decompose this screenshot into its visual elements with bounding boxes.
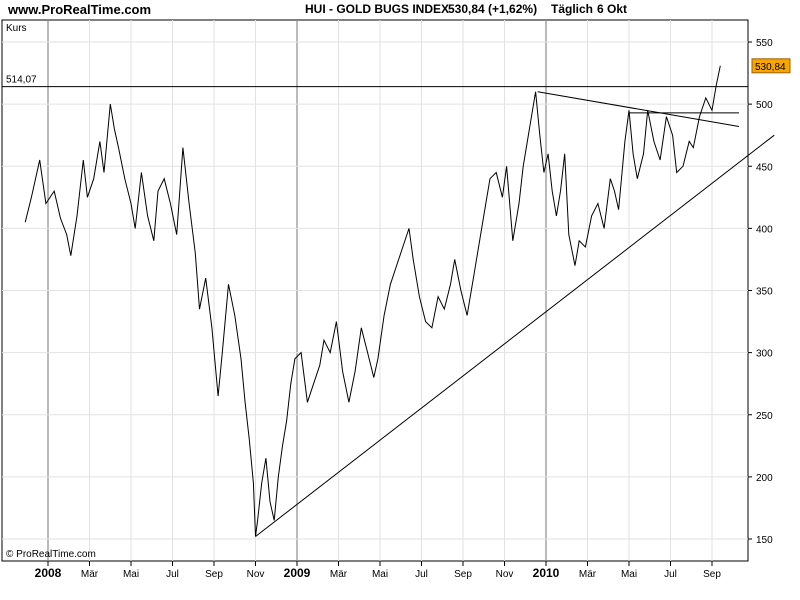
x-tick-label: Jul <box>166 569 179 580</box>
y-tick-label: 250 <box>756 411 773 422</box>
trendline-descending-resistance <box>537 91 740 127</box>
site-url[interactable]: www.ProRealTime.com <box>8 2 152 17</box>
price-change: 530,84 (+1,62%) <box>448 2 538 16</box>
resistance-label: 514,07 <box>6 75 37 86</box>
y-tick-label: 450 <box>756 162 773 173</box>
index-name: HUI - GOLD BUGS INDEX <box>305 2 450 16</box>
x-tick-label: Mär <box>579 569 597 580</box>
price-series-line <box>24 65 721 537</box>
x-tick-label: Jul <box>664 569 677 580</box>
x-tick-label: Nov <box>496 569 514 580</box>
y-axis: 150 200 250 300 350 400 450 500 550 <box>748 38 773 546</box>
period-label: Täglich <box>551 2 594 16</box>
x-tick-label: Nov <box>247 569 265 580</box>
x-tick-label: Mär <box>81 569 99 580</box>
x-tick-label: Sep <box>205 569 223 580</box>
date-label: 6 Okt <box>597 2 628 16</box>
current-price-label: 530,84 <box>755 62 786 73</box>
y-tick-label: 300 <box>756 349 773 360</box>
y-tick-label: 500 <box>756 100 773 111</box>
x-tick-label: 2010 <box>533 566 560 580</box>
y-tick-label: 150 <box>756 535 773 546</box>
y-tick-label: 550 <box>756 38 773 49</box>
current-price-badge <box>751 58 791 74</box>
x-tick-label: Sep <box>703 569 721 580</box>
x-tick-label: Mai <box>123 569 139 580</box>
copyright-label: © ProRealTime.com <box>6 549 96 560</box>
y-tick-label: 350 <box>756 287 773 298</box>
y-tick-label: 200 <box>756 473 773 484</box>
trendline-support <box>255 134 775 537</box>
x-tick-label: Sep <box>454 569 472 580</box>
y-tick-label: 400 <box>756 224 773 235</box>
x-tick-label: Mai <box>621 569 637 580</box>
x-tick-label: 2009 <box>284 566 311 580</box>
x-tick-label: Jul <box>415 569 428 580</box>
x-tick-label: 2008 <box>35 566 62 580</box>
x-axis: 2008 Mär Mai Jul Sep Nov 2009 Mär Mai Jul Sep Nov 20… <box>35 561 721 580</box>
x-tick-label: Mär <box>330 569 348 580</box>
y-axis-label: Kurs <box>6 23 27 34</box>
x-tick-label: Mai <box>372 569 388 580</box>
